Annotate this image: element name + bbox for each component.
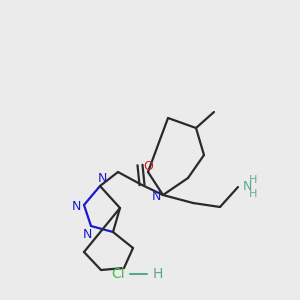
Text: O: O <box>143 160 153 173</box>
Text: Cl: Cl <box>111 267 125 281</box>
Text: N: N <box>243 181 252 194</box>
Text: N: N <box>82 227 92 241</box>
Text: N: N <box>71 200 81 212</box>
Text: N: N <box>97 172 107 185</box>
Text: H: H <box>153 267 163 281</box>
Text: H: H <box>249 175 257 185</box>
Text: N: N <box>151 190 161 202</box>
Text: H: H <box>249 189 257 199</box>
